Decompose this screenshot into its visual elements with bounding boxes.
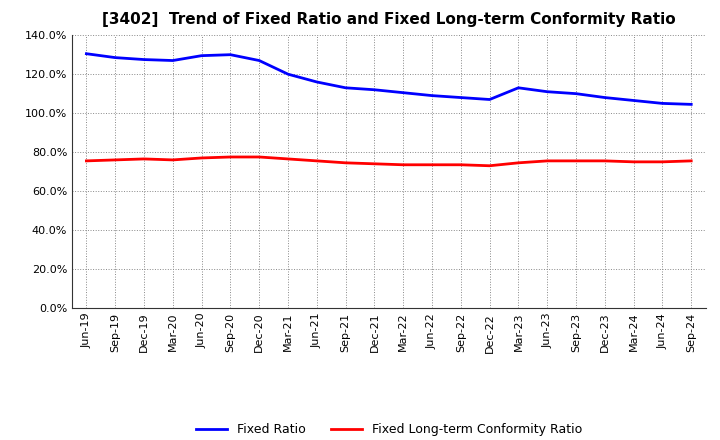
- Fixed Ratio: [456, 95, 465, 100]
- Fixed Long-term Conformity Ratio: [197, 155, 206, 161]
- Fixed Ratio: [428, 93, 436, 98]
- Fixed Long-term Conformity Ratio: [514, 160, 523, 165]
- Fixed Long-term Conformity Ratio: [168, 157, 177, 162]
- Fixed Long-term Conformity Ratio: [341, 160, 350, 165]
- Fixed Ratio: [514, 85, 523, 91]
- Fixed Ratio: [687, 102, 696, 107]
- Fixed Ratio: [197, 53, 206, 58]
- Fixed Long-term Conformity Ratio: [370, 161, 379, 166]
- Fixed Long-term Conformity Ratio: [399, 162, 408, 167]
- Fixed Ratio: [168, 58, 177, 63]
- Fixed Long-term Conformity Ratio: [111, 157, 120, 162]
- Fixed Ratio: [82, 51, 91, 56]
- Fixed Long-term Conformity Ratio: [629, 159, 638, 165]
- Fixed Ratio: [629, 98, 638, 103]
- Fixed Ratio: [226, 52, 235, 57]
- Fixed Ratio: [600, 95, 609, 100]
- Fixed Long-term Conformity Ratio: [543, 158, 552, 164]
- Fixed Long-term Conformity Ratio: [284, 156, 292, 161]
- Fixed Long-term Conformity Ratio: [428, 162, 436, 167]
- Fixed Ratio: [572, 91, 580, 96]
- Fixed Long-term Conformity Ratio: [600, 158, 609, 164]
- Fixed Long-term Conformity Ratio: [255, 154, 264, 160]
- Line: Fixed Long-term Conformity Ratio: Fixed Long-term Conformity Ratio: [86, 157, 691, 166]
- Legend: Fixed Ratio, Fixed Long-term Conformity Ratio: Fixed Ratio, Fixed Long-term Conformity …: [191, 418, 587, 440]
- Fixed Ratio: [312, 79, 321, 84]
- Fixed Ratio: [341, 85, 350, 91]
- Fixed Long-term Conformity Ratio: [687, 158, 696, 164]
- Fixed Ratio: [399, 90, 408, 95]
- Fixed Long-term Conformity Ratio: [572, 158, 580, 164]
- Line: Fixed Ratio: Fixed Ratio: [86, 54, 691, 104]
- Fixed Ratio: [284, 72, 292, 77]
- Fixed Long-term Conformity Ratio: [140, 156, 148, 161]
- Fixed Ratio: [658, 101, 667, 106]
- Fixed Long-term Conformity Ratio: [658, 159, 667, 165]
- Fixed Ratio: [255, 58, 264, 63]
- Fixed Long-term Conformity Ratio: [456, 162, 465, 167]
- Fixed Ratio: [140, 57, 148, 62]
- Title: [3402]  Trend of Fixed Ratio and Fixed Long-term Conformity Ratio: [3402] Trend of Fixed Ratio and Fixed Lo…: [102, 12, 675, 27]
- Fixed Long-term Conformity Ratio: [226, 154, 235, 160]
- Fixed Ratio: [485, 97, 494, 102]
- Fixed Ratio: [543, 89, 552, 94]
- Fixed Ratio: [111, 55, 120, 60]
- Fixed Long-term Conformity Ratio: [82, 158, 91, 164]
- Fixed Long-term Conformity Ratio: [312, 158, 321, 164]
- Fixed Ratio: [370, 87, 379, 92]
- Fixed Long-term Conformity Ratio: [485, 163, 494, 169]
